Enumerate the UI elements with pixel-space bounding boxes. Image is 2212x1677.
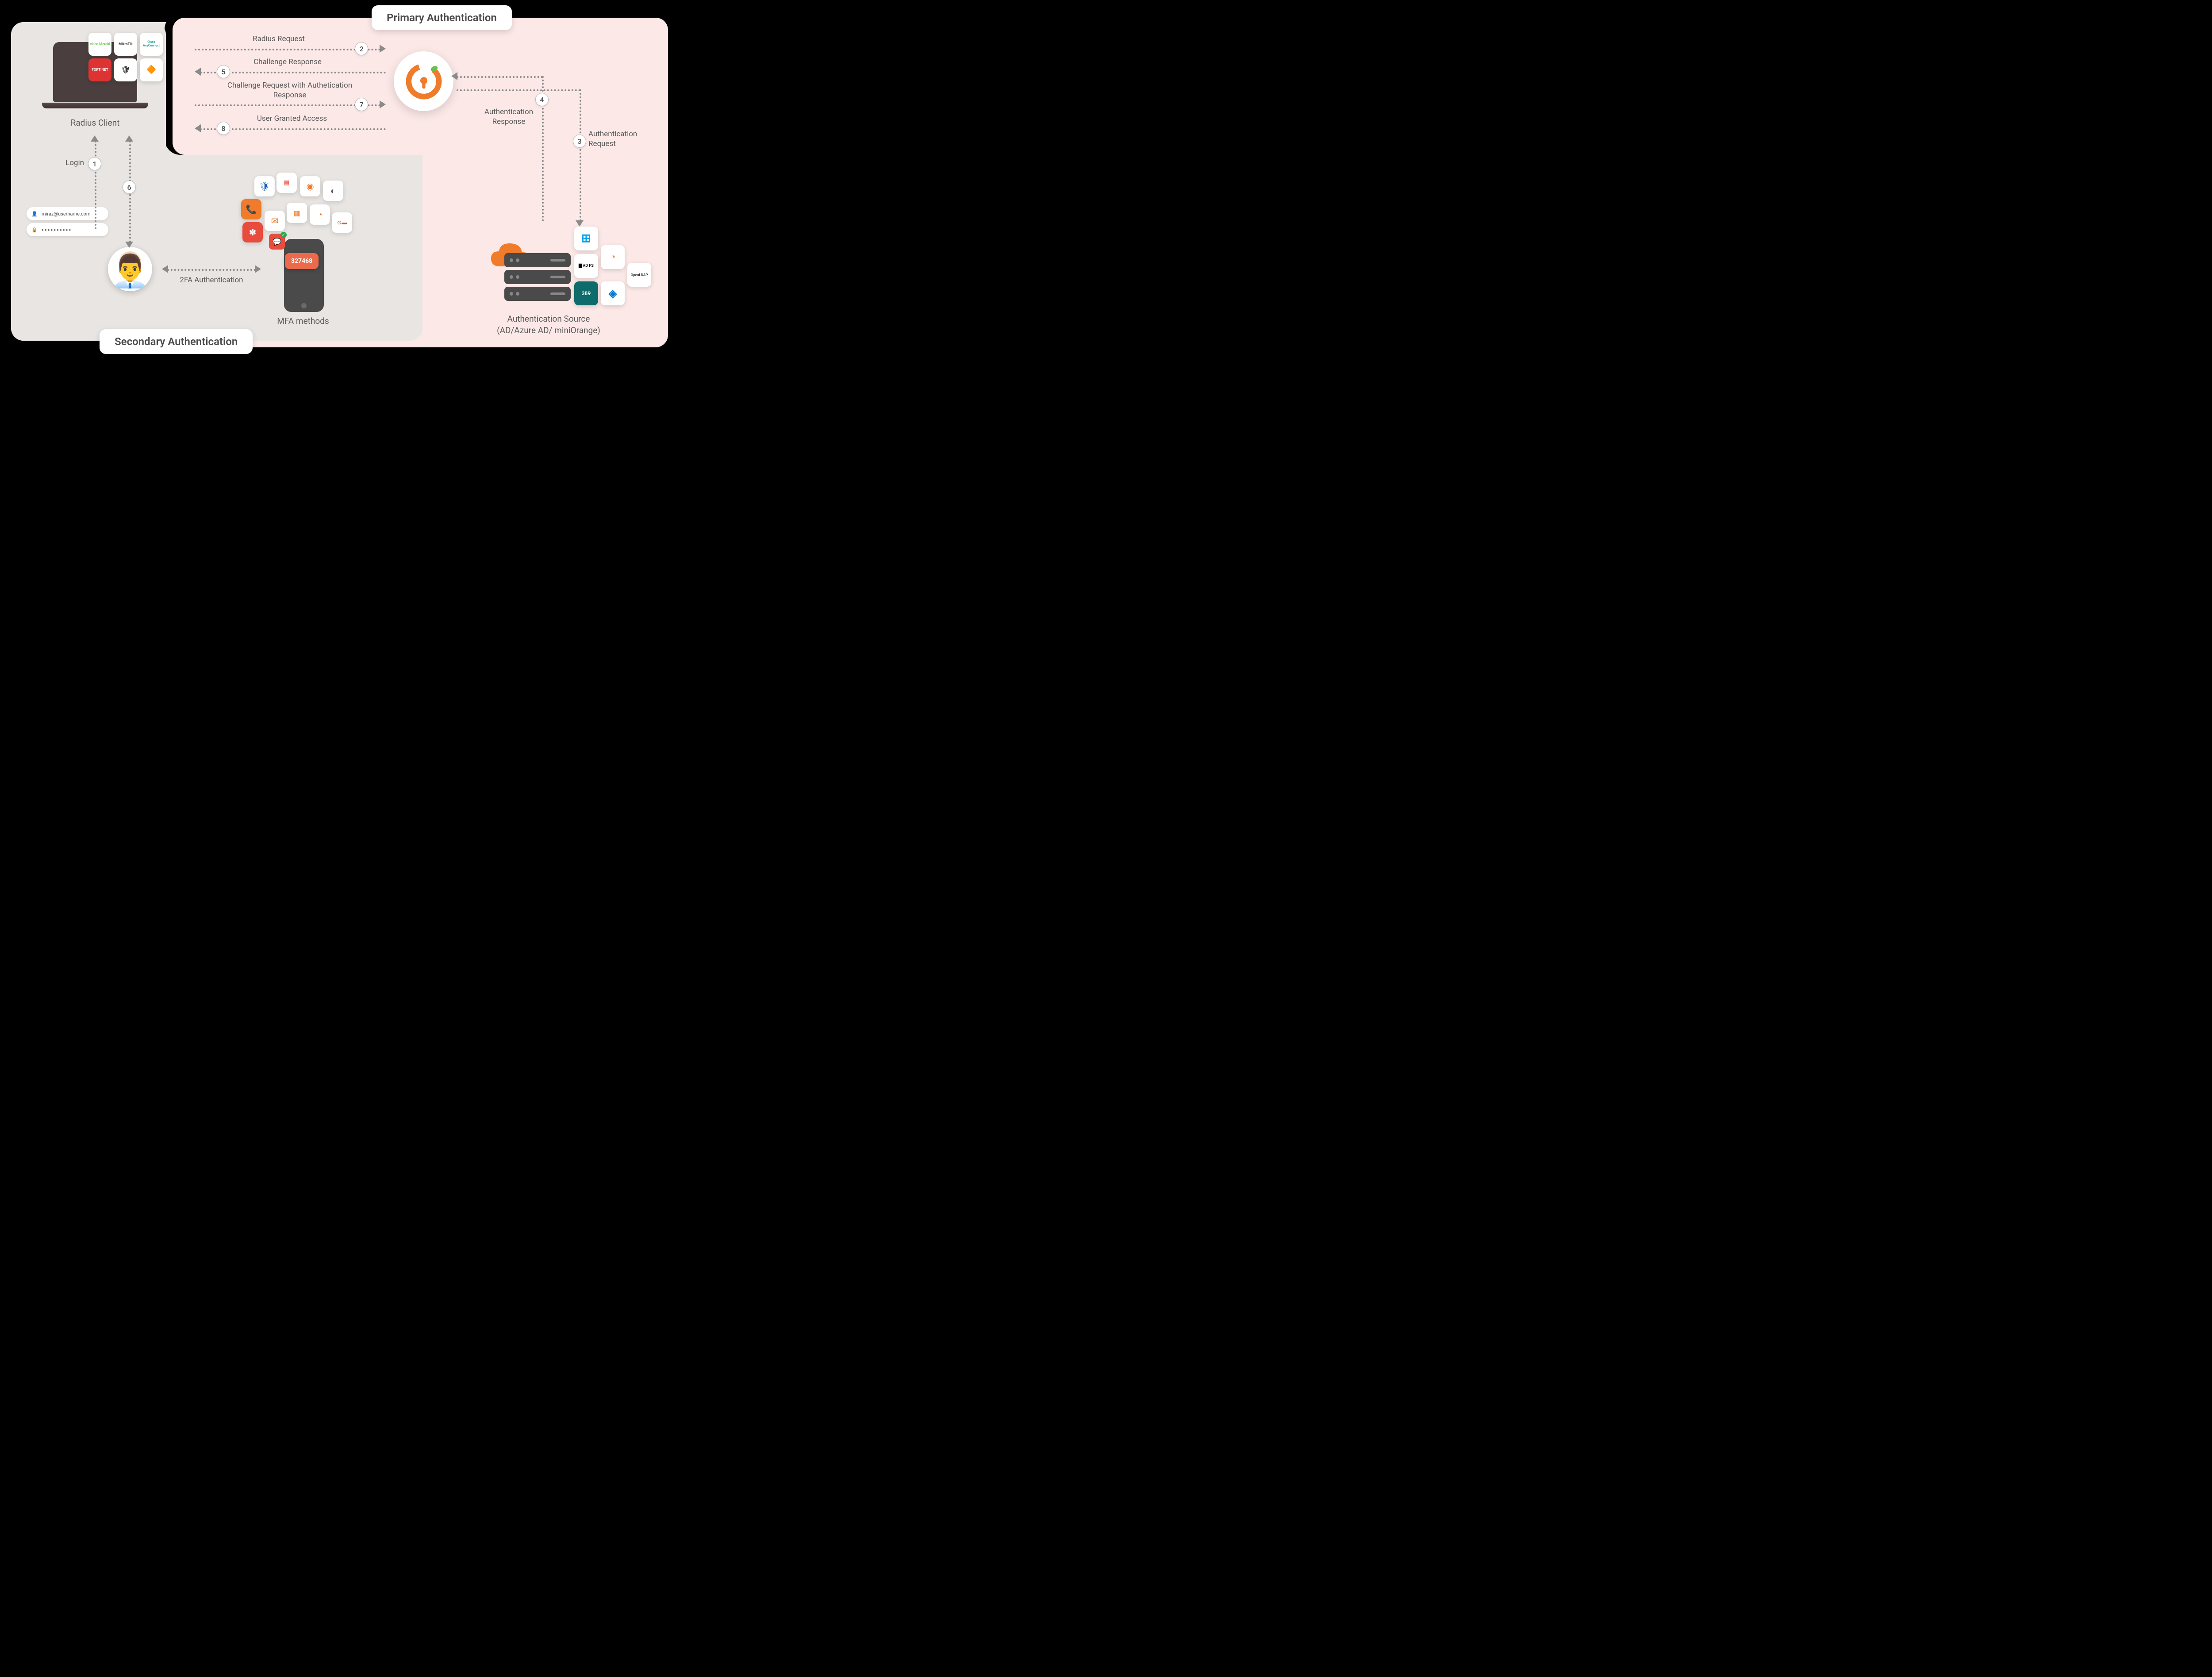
flow-label-1: Login: [60, 158, 84, 167]
mfa-tile-authy: ✽: [242, 222, 263, 242]
mfa-tile-phone: 📞: [241, 199, 261, 219]
flow-label-7: Challenge Request with Authetication Res…: [210, 81, 369, 100]
vendor-tile-fortinet: FORTINET: [88, 58, 111, 81]
auth-tile-openldap: OpenLDAP: [627, 263, 651, 287]
flow-label-5: Challenge Response: [234, 58, 341, 66]
arrow-8: [195, 124, 201, 132]
step-badge-6: 6: [123, 181, 136, 194]
auth-tile-389: 389: [574, 281, 598, 305]
step-badge-4: 4: [535, 93, 549, 106]
mfa-tile-miniorange: ◔: [310, 204, 330, 225]
arrow-3: [576, 220, 584, 227]
arrow-2: [380, 45, 386, 53]
arrow-1-up: [91, 135, 99, 142]
mfa-phone: [284, 239, 324, 312]
login-password-value: ●●●●●●●●●●: [42, 228, 72, 232]
flow-line-3v: [580, 89, 581, 221]
auth-tile-azuread: ◈: [601, 281, 625, 305]
flow-label-4: Authentication Response: [473, 107, 544, 127]
flow-line-3h: [457, 89, 580, 91]
flow-line-2fa: [167, 269, 256, 271]
arrow-2fa-l: [162, 265, 168, 273]
flow-label-8: User Granted Access: [239, 114, 345, 123]
auth-source-label: Authentication Source (AD/Azure AD/ mini…: [476, 313, 622, 336]
miniorange-logo: [394, 51, 453, 111]
user-avatar: [108, 247, 152, 291]
flow-line-4h: [457, 76, 543, 78]
arrow-7: [380, 100, 386, 108]
flow-label-2: Radius Request: [234, 35, 323, 43]
primary-auth-title-text: Primary Authentication: [387, 12, 497, 24]
auth-tile-adfs: ▇ AD FS: [574, 254, 598, 278]
mfa-tile-fingerprint: ◉: [300, 176, 320, 196]
step-badge-3: 3: [573, 135, 586, 148]
vendor-tile-mikrotik: MikroTik: [114, 33, 137, 56]
vendor-tile-cisco-meraki: cisco Meraki: [88, 33, 111, 56]
flow-label-2fa: 2FA Authentication: [176, 275, 247, 285]
flow-line-7: [195, 104, 380, 106]
mfa-tile-googleauth: ◐: [323, 181, 343, 201]
otp-code-bubble: 327468: [285, 253, 319, 269]
step-badge-8: 8: [217, 122, 230, 135]
secondary-auth-title: Secondary Authentication: [100, 329, 253, 354]
mfa-tile-list: ▤: [276, 173, 297, 193]
vendor-tile-openvpn: 🔶: [140, 58, 163, 81]
flow-line-2: [195, 49, 380, 50]
miniorange-icon: [404, 62, 444, 101]
mfa-tile-shield: 🛡: [254, 176, 275, 196]
step-badge-1: 1: [88, 157, 101, 170]
mfa-tile-email: ✉: [265, 211, 285, 231]
vendor-tile-sonicwall: 🛡: [114, 58, 137, 81]
lock-icon: 🔒: [31, 226, 38, 233]
arrow-5: [195, 68, 201, 76]
step-badge-2: 2: [355, 42, 368, 55]
arrow-6-up: [125, 135, 133, 142]
mfa-tile-hwtoken: ⊙▬: [332, 212, 352, 233]
auth-tile-windows: ⊞: [574, 227, 598, 250]
mfa-tile-qr: ▦: [287, 203, 307, 223]
flow-line-1: [95, 141, 96, 229]
otp-notification-icon: 💬: [269, 234, 285, 250]
step-badge-5: 5: [217, 65, 230, 78]
auth-tile-miniorange: ◔: [601, 245, 625, 269]
primary-auth-title: Primary Authentication: [372, 5, 512, 30]
login-username-value: miraz@username.com: [42, 211, 91, 217]
arrow-2fa-r: [255, 265, 261, 273]
vendor-tile-anyconnect: Cisco AnyConnect: [140, 33, 163, 56]
user-icon: 👤: [31, 210, 38, 217]
step-badge-7: 7: [355, 98, 368, 111]
mfa-methods-label: MFA methods: [270, 316, 336, 326]
radius-client-label: Radius Client: [66, 118, 124, 128]
auth-source-server: [504, 253, 571, 304]
flow-label-3: Authentication Request: [588, 129, 655, 149]
secondary-auth-title-text: Secondary Authentication: [115, 335, 238, 348]
arrow-4: [451, 72, 457, 80]
arrow-6-down: [125, 242, 133, 248]
